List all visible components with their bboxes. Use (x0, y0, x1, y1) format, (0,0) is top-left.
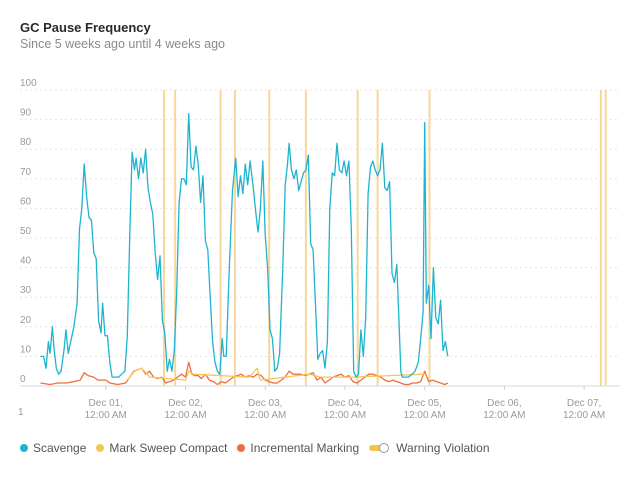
legend-item-incremental-marking[interactable]: Incremental Marking (237, 441, 359, 455)
y-tick-label: 60 (20, 196, 32, 207)
grid-lines (20, 89, 620, 387)
chart-title: GC Pause Frequency (20, 20, 151, 35)
series-color-dot (237, 444, 246, 452)
legend-label: Mark Sweep Compact (109, 441, 228, 455)
chart-subtitle: Since 5 weeks ago until 4 weeks ago (20, 37, 225, 51)
corner-label: 1 (18, 407, 24, 418)
y-tick-label: 10 (20, 344, 32, 355)
x-tick-label: Dec 04, (328, 398, 362, 409)
x-tick-label: Dec 07, (567, 398, 601, 409)
y-tick-label: 20 (20, 315, 32, 326)
legend-label: Scavenge (33, 441, 87, 455)
x-tick-label: 12:00 AM (164, 410, 206, 421)
series-lines (40, 113, 449, 386)
x-tick-label: Dec 01, (89, 398, 123, 409)
x-tick-label: Dec 05, (407, 398, 441, 409)
series-color-dot (96, 444, 105, 452)
legend-label: Warning Violation (396, 441, 490, 455)
y-tick-label: 70 (20, 167, 32, 178)
series-color-dot (20, 444, 28, 452)
y-tick-label: 0 (20, 374, 26, 385)
warning-violation-markers (162, 90, 607, 386)
x-tick-label: Dec 02, (168, 398, 202, 409)
series-line-incremental-marking (40, 361, 449, 386)
x-tick-label: Dec 03, (248, 398, 282, 409)
y-tick-label: 90 (20, 108, 32, 119)
x-tick-label: 12:00 AM (324, 410, 366, 421)
legend-item-warning-violation[interactable]: Warning Violation (369, 441, 490, 455)
legend-label: Incremental Marking (250, 441, 360, 455)
x-tick-label: 12:00 AM (563, 410, 605, 421)
x-tick-label: 12:00 AM (404, 410, 446, 421)
toggle-icon[interactable] (369, 443, 391, 453)
y-tick-label: 50 (20, 226, 32, 237)
series-line-mark-sweep-compact (126, 367, 425, 381)
y-tick-label: 40 (20, 256, 32, 267)
legend: Scavenge Mark Sweep Compact Incremental … (20, 440, 500, 456)
x-tick-label: 12:00 AM (244, 410, 286, 421)
x-tick-label: 12:00 AM (85, 410, 127, 421)
y-tick-label: 100 (20, 78, 37, 89)
x-tick-label: 12:00 AM (483, 410, 525, 421)
legend-item-mark-sweep-compact[interactable]: Mark Sweep Compact (96, 441, 227, 455)
y-tick-label: 30 (20, 285, 32, 296)
legend-item-scavenge[interactable]: Scavenge (20, 441, 86, 455)
y-tick-label: 80 (20, 137, 32, 148)
series-line-scavenge (40, 113, 449, 378)
x-tick-label: Dec 06, (487, 398, 521, 409)
